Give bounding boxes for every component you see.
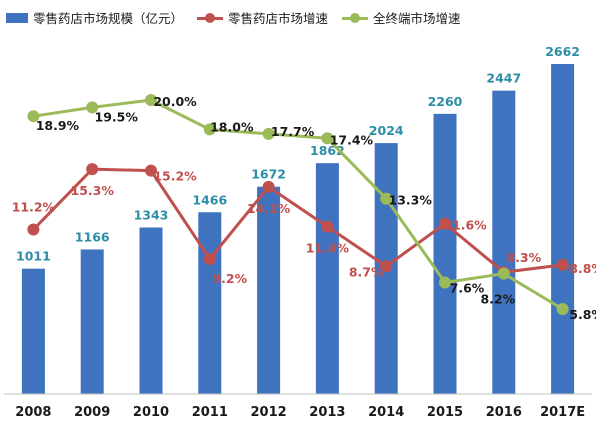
retail-growth-label-2014: 8.7% [349,264,384,279]
all-terminal-growth-label-2010: 20.0% [153,94,197,109]
all-terminal-growth-label-2016: 8.2% [480,292,515,307]
line-series [27,94,569,315]
bar-label-2017E: 2662 [545,44,580,59]
all-terminal-growth-label-2011: 18.0% [210,119,254,134]
retail-growth-label-2013: 11.4% [306,241,350,256]
all-terminal-growth-marker-2009 [86,101,99,114]
retail-growth-label-2015: 11.6% [443,218,487,233]
retail-growth-label-2017E: 8.8% [569,261,596,276]
all-terminal-growth-marker-2016 [497,267,510,280]
all-terminal-growth-line [33,98,564,311]
all-terminal-growth-marker-2013 [321,132,334,145]
bar-2012 [257,186,281,394]
x-tick-2014: 2014 [368,405,404,420]
bar-label-2009: 1166 [75,229,110,244]
bar-label-2008: 1011 [16,249,51,264]
all-terminal-growth-marker-2017E [556,303,569,315]
x-tick-2011: 2011 [192,405,228,420]
all-terminal-growth-marker-2014 [380,192,393,205]
legend-all-label: 全终端市场增速 [373,11,461,26]
retail-growth-marker-2008 [27,223,40,236]
all-terminal-growth-marker-2010 [145,94,157,106]
bar-2008 [21,268,45,394]
legend-bars-label: 零售药店市场规模（亿元） [33,11,184,26]
bar-label-2014: 2024 [369,123,404,138]
retail-growth-marker-2015 [439,217,451,230]
x-tick-2015: 2015 [427,405,463,420]
x-tick-2010: 2010 [133,405,169,420]
retail-growth-label-2012: 14.1% [247,201,291,216]
retail-growth-marker-2017E [556,258,569,271]
bar-2011 [198,212,222,394]
bar-2017E [551,64,575,394]
bar-label-2012: 1672 [251,167,286,182]
bar-label-2016: 2447 [486,71,521,86]
legend-item-all-growth: 全终端市场增速 [342,8,461,27]
retail-growth-label-2010: 15.2% [153,169,197,184]
retail-growth-label-2008: 11.2% [12,200,56,215]
bar-2009 [80,249,104,394]
line-value-labels: 11.2% 15.3% 15.2% 9.2% 14.1% 11.4% 8.7% 11.6% 8.… [12,94,596,322]
retail-growth-marker-2009 [86,163,99,176]
legend-item-retail-growth: 零售药店市场增速 [197,8,328,27]
legend-item-bars: 零售药店市场规模（亿元） [6,8,183,27]
legend-retail-label: 零售药店市场增速 [228,11,329,26]
bar-label-2010: 1343 [134,208,169,223]
all-terminal-growth-marker-2011 [203,123,216,136]
x-tick-2016: 2016 [486,405,522,420]
retail-growth-marker-2014 [380,260,393,273]
legend-all-swatch [342,12,369,23]
x-tick-2009: 2009 [74,405,110,420]
all-terminal-growth-marker-2008 [27,110,40,123]
retail-growth-line [32,167,563,274]
all-terminal-growth-label-2015: 7.6% [450,281,485,296]
retail-growth-label-2009: 15.3% [71,183,115,198]
legend: 零售药店市场规模（亿元） 零售药店市场增速 全终端市场增速 [6,8,475,27]
all-terminal-growth-label-2012: 17.7% [271,124,315,139]
all-terminal-growth-label-2009: 19.5% [95,109,139,124]
all-terminal-growth-label-2014: 13.3% [389,193,433,208]
retail-growth-marker-2011 [203,252,216,265]
all-terminal-growth-marker-2015 [439,276,451,289]
retail-growth-marker-2013 [321,220,334,233]
bar-2010 [139,227,163,394]
legend-bar-swatch [6,12,28,23]
x-tick-2013: 2013 [309,405,345,420]
all-terminal-growth-label-2013: 17.4% [330,132,374,147]
bar-2015 [433,113,457,394]
bar-label-2011: 1466 [192,192,227,207]
bar-2013 [315,163,339,394]
all-terminal-growth-marker-2012 [262,127,275,140]
retail-growth-marker-2012 [262,180,275,193]
all-terminal-growth-label-2017E: 5.8% [569,307,596,322]
x-tick-2008: 2008 [15,405,51,420]
retail-growth-marker-2010 [145,164,157,177]
legend-retail-swatch [197,12,224,23]
x-tick-2012: 2012 [251,405,287,420]
retail-growth-label-2016: 8.3% [506,250,541,265]
all-terminal-growth-label-2008: 18.9% [36,118,80,133]
x-tick-2017E: 2017E [540,405,585,420]
bar-2016 [492,90,516,394]
retail-growth-label-2011: 9.2% [212,271,247,286]
bar-label-2015: 2260 [428,94,463,109]
x-axis-tick-labels: 2008 2009 2010 2011 2012 2013 2014 2015 2016 2017… [15,405,585,420]
